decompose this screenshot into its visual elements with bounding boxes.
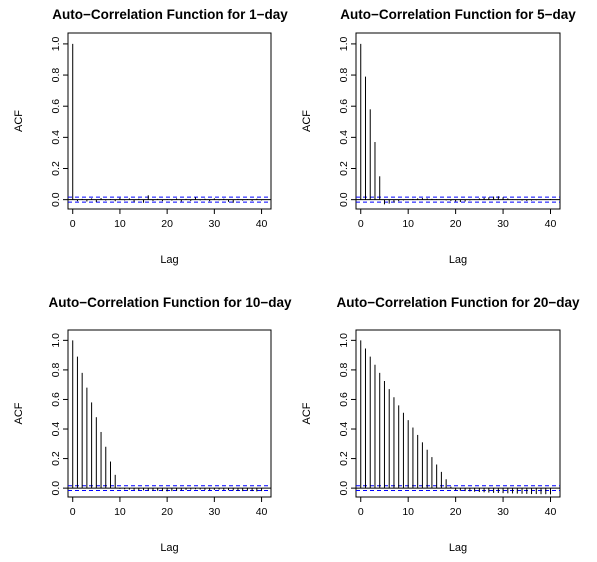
x-tick-label: 20 — [450, 218, 462, 230]
x-tick-label: 10 — [114, 218, 126, 230]
chart-title: Auto−Correlation Function for 20−day — [336, 295, 580, 310]
y-tick-label: 0.8 — [338, 68, 350, 83]
y-tick-label: 0.2 — [50, 451, 62, 466]
x-tick-label: 40 — [256, 506, 268, 518]
y-axis-label: ACF — [13, 402, 25, 424]
x-tick-label: 10 — [402, 218, 414, 230]
y-tick-label: 0.2 — [50, 161, 62, 176]
y-tick-label: 1.0 — [50, 36, 62, 51]
y-axis-label: ACF — [301, 110, 313, 132]
x-tick-label: 20 — [450, 506, 462, 518]
y-axis-label: ACF — [301, 402, 313, 424]
plot-frame — [355, 329, 561, 498]
x-tick-label: 40 — [256, 218, 268, 230]
y-tick-label: 0.0 — [338, 192, 350, 207]
chart-title: Auto−Correlation Function for 1−day — [52, 7, 288, 22]
x-axis-label: Lag — [449, 542, 467, 554]
x-tick-label: 0 — [358, 506, 364, 518]
x-tick-label: 0 — [70, 218, 76, 230]
y-tick-label: 0.6 — [50, 392, 62, 407]
y-tick-label: 0.2 — [338, 451, 350, 466]
acf-panel-3: Auto−Correlation Function for 10−day 0 10 2… — [13, 295, 292, 554]
x-tick-label: 30 — [497, 218, 509, 230]
y-tick-label: 0.8 — [50, 362, 62, 377]
chart-title: Auto−Correlation Function for 5−day — [340, 7, 576, 22]
x-tick-label: 20 — [161, 506, 173, 518]
x-axis-label: Lag — [449, 254, 467, 266]
x-tick-label: 30 — [497, 506, 509, 518]
acf-panel-1: Auto−Correlation Function for 1−day 0 10 20… — [13, 7, 288, 266]
y-tick-label: 1.0 — [338, 333, 350, 348]
plot-frame — [355, 32, 561, 210]
y-tick-label: 0.0 — [50, 192, 62, 207]
y-tick-label: 0.6 — [338, 99, 350, 114]
x-tick-label: 20 — [161, 218, 173, 230]
chart-title: Auto−Correlation Function for 10−day — [48, 295, 292, 310]
x-tick-label: 40 — [545, 506, 557, 518]
y-tick-label: 1.0 — [50, 333, 62, 348]
y-tick-label: 0.4 — [50, 130, 62, 145]
y-tick-label: 0.8 — [338, 362, 350, 377]
y-tick-label: 0.6 — [338, 392, 350, 407]
plot-frame — [67, 32, 272, 210]
y-tick-label: 0.4 — [50, 422, 62, 437]
x-axis-label: Lag — [160, 254, 178, 266]
x-tick-label: 40 — [545, 218, 557, 230]
x-tick-label: 10 — [402, 506, 414, 518]
y-axis-label: ACF — [13, 110, 25, 132]
plot-frame — [67, 329, 272, 498]
acf-panel-4: Auto−Correlation Function for 20−day 0 10 2… — [301, 295, 580, 554]
y-tick-label: 0.8 — [50, 68, 62, 83]
y-tick-label: 0.2 — [338, 161, 350, 176]
acf-panel-2: Auto−Correlation Function for 5−day 0 10 20… — [301, 7, 576, 266]
x-tick-label: 0 — [70, 506, 76, 518]
y-tick-label: 0.4 — [338, 130, 350, 145]
y-tick-label: 0.4 — [338, 422, 350, 437]
y-tick-label: 0.6 — [50, 99, 62, 114]
y-tick-label: 1.0 — [338, 36, 350, 51]
x-tick-label: 10 — [114, 506, 126, 518]
y-tick-label: 0.0 — [50, 481, 62, 496]
x-tick-label: 30 — [209, 506, 221, 518]
x-tick-label: 0 — [358, 218, 364, 230]
x-tick-label: 30 — [209, 218, 221, 230]
y-tick-label: 0.0 — [338, 481, 350, 496]
x-axis-label: Lag — [160, 542, 178, 554]
